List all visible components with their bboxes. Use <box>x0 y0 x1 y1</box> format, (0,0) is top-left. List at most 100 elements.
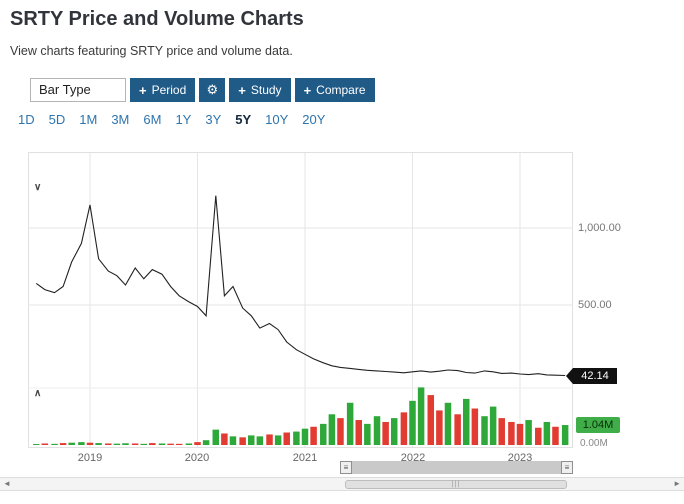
volume-bar <box>149 443 156 445</box>
scroll-right-arrow-icon[interactable]: ► <box>673 479 681 488</box>
volume-bar <box>436 410 443 445</box>
range-slider-right-handle[interactable]: ≡ <box>561 461 573 474</box>
volume-bar <box>274 435 282 445</box>
volume-bar <box>471 408 479 445</box>
volume-bar <box>320 423 327 445</box>
range-link-1y[interactable]: 1Y <box>175 112 192 127</box>
horizontal-scrollbar[interactable]: ◄ ► ||| <box>0 477 684 491</box>
study-button-label: Study <box>250 83 282 97</box>
price-line <box>35 195 566 377</box>
volume-bar <box>525 420 532 445</box>
volume-bar <box>131 443 139 445</box>
volume-bar <box>427 395 435 445</box>
volume-bar <box>41 443 49 445</box>
scroll-left-arrow-icon[interactable]: ◄ <box>3 479 11 488</box>
time-range-links: 1D 5D 1M 3M 6M 1Y 3Y 5Y 10Y 20Y <box>18 112 325 127</box>
volume-bar <box>212 429 220 445</box>
volume-bar <box>382 421 389 445</box>
y-axis-label-500: 500.00 <box>578 299 612 311</box>
volume-bar <box>561 425 569 445</box>
volume-bar <box>86 442 94 445</box>
range-link-1m[interactable]: 1M <box>79 112 98 127</box>
volume-bar <box>122 443 129 445</box>
range-slider-left-handle[interactable]: ≡ <box>340 461 352 474</box>
plus-icon: + <box>139 82 147 98</box>
volume-bar <box>175 443 183 445</box>
period-button-label: Period <box>151 83 187 97</box>
current-price-tag: 42.14 <box>566 368 617 384</box>
compare-button[interactable]: + Compare <box>294 78 375 102</box>
volume-bar <box>355 420 362 445</box>
volume-bar <box>78 442 85 445</box>
volume-bar <box>301 428 309 445</box>
volume-bar <box>328 414 336 445</box>
volume-bar <box>105 443 112 445</box>
range-link-20y[interactable]: 20Y <box>302 112 326 127</box>
volume-bar <box>463 398 470 445</box>
range-link-3y[interactable]: 3Y <box>205 112 222 127</box>
volume-bar <box>158 443 166 445</box>
volume-bar <box>346 402 354 445</box>
bar-type-select[interactable]: Bar Type <box>30 78 126 102</box>
volume-bar <box>68 442 75 445</box>
volume-bar <box>390 418 398 445</box>
volume-bar <box>364 423 371 445</box>
volume-bar <box>283 432 290 445</box>
range-link-5y-selected[interactable]: 5Y <box>235 112 252 127</box>
period-button[interactable]: + Period <box>130 78 196 102</box>
x-axis-label-2020: 2020 <box>184 452 210 464</box>
volume-bar <box>489 406 497 445</box>
price-volume-chart[interactable] <box>28 150 573 462</box>
volume-bar <box>33 444 40 445</box>
volume-bar <box>59 443 67 445</box>
range-link-5d[interactable]: 5D <box>48 112 66 127</box>
plot-border <box>28 152 573 448</box>
volume-bar <box>516 423 524 445</box>
volume-bar <box>167 443 174 445</box>
range-link-10y[interactable]: 10Y <box>265 112 289 127</box>
volume-bar <box>552 426 559 445</box>
page-title: SRTY Price and Volume Charts <box>10 8 304 30</box>
volume-bar <box>310 426 317 445</box>
plus-icon: + <box>303 82 312 98</box>
current-price-value: 42.14 <box>573 368 617 384</box>
compare-button-label: Compare <box>316 83 366 97</box>
volume-bar <box>337 418 344 445</box>
volume-bar <box>221 433 228 445</box>
volume-bar <box>498 418 505 445</box>
chevron-down-icon[interactable]: ∨ <box>34 182 42 193</box>
chart-range-slider[interactable]: ≡ ≡ <box>340 461 573 474</box>
volume-bar <box>256 436 264 445</box>
volume-bar <box>194 442 201 445</box>
volume-bar <box>454 414 461 445</box>
volume-bar <box>248 435 255 445</box>
volume-bar <box>185 443 193 445</box>
range-link-6m[interactable]: 6M <box>143 112 162 127</box>
volume-bar <box>293 431 300 445</box>
volume-bar <box>535 427 542 445</box>
volume-bar <box>95 443 102 445</box>
current-volume-tag: 1.04M <box>576 417 620 433</box>
price-tag-arrow-icon <box>566 368 573 384</box>
volume-bar <box>51 443 58 445</box>
page-subtitle: View charts featuring SRTY price and vol… <box>10 44 293 58</box>
gear-icon: ⚙ <box>206 82 219 97</box>
settings-button[interactable]: ⚙ <box>199 78 226 102</box>
volume-zero-label: 0.00M <box>580 438 608 449</box>
plus-icon: + <box>238 82 246 98</box>
volume-bar <box>543 421 551 445</box>
x-axis-label-2021: 2021 <box>292 452 318 464</box>
volume-bar <box>444 402 452 445</box>
volume-bar <box>417 387 425 445</box>
volume-bar <box>202 440 210 445</box>
volume-bar <box>266 434 273 445</box>
study-button[interactable]: + Study <box>229 78 291 102</box>
y-axis-label-1000: 1,000.00 <box>578 222 621 234</box>
scrollbar-thumb[interactable]: ||| <box>345 480 567 489</box>
chevron-up-icon[interactable]: ∧ <box>34 388 42 399</box>
range-link-1d[interactable]: 1D <box>18 112 35 127</box>
volume-bar <box>373 416 381 445</box>
range-link-3m[interactable]: 3M <box>111 112 130 127</box>
volume-bar <box>481 416 488 445</box>
volume-bar <box>400 412 408 445</box>
